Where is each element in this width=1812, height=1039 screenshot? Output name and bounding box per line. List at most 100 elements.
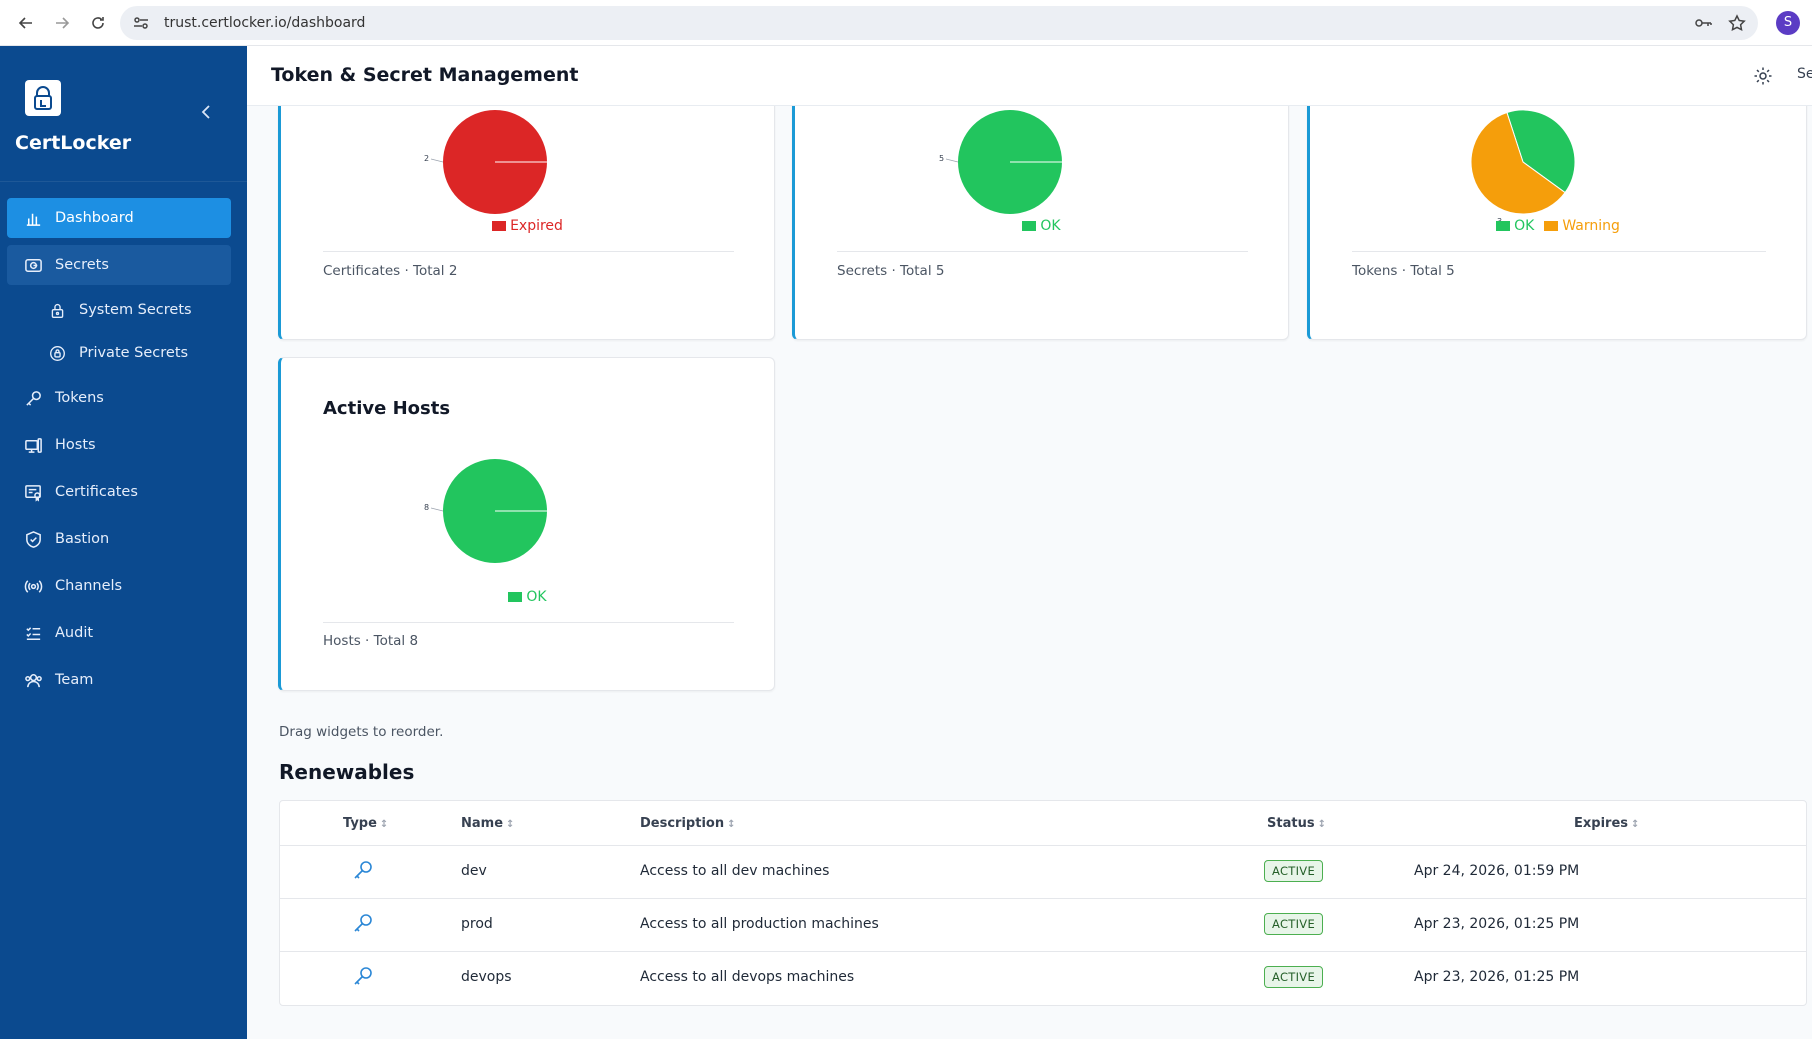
row-name: devops: [461, 969, 512, 985]
legend-swatch: [1496, 221, 1511, 231]
bar-chart-icon: [23, 208, 43, 228]
sidebar-item-label: Certificates: [55, 484, 138, 500]
card-divider: [1352, 251, 1766, 252]
sidebar-item-label: System Secrets: [79, 302, 192, 318]
table-header: Type ↕ Name ↕ Description ↕ Status ↕ Expires…: [280, 801, 1806, 846]
certificate-icon: [23, 482, 43, 502]
sidebar-item-label: Hosts: [55, 437, 96, 453]
legend-swatch: [508, 592, 523, 602]
sidebar-item-label: Audit: [55, 625, 94, 641]
table-row[interactable]: devops Access to all devops machines ACT…: [280, 952, 1806, 1005]
legend-item-ok[interactable]: OK: [1496, 218, 1534, 234]
sidebar-item-tokens[interactable]: Tokens: [7, 378, 231, 418]
legend-label: Warning: [1562, 218, 1620, 234]
certlocker-logo[interactable]: [25, 80, 61, 116]
reload-button[interactable]: [80, 5, 116, 41]
lock-logo-icon: [34, 86, 52, 110]
sidebar-item-label: Tokens: [55, 390, 104, 406]
url-text[interactable]: trust.certlocker.io/dashboard: [164, 14, 366, 31]
table-row[interactable]: dev Access to all dev machines ACTIVE Ap…: [280, 846, 1806, 899]
sidebar-item-bastion[interactable]: Bastion: [7, 519, 231, 559]
pie-chart: 2: [424, 110, 547, 214]
sidebar-item-label: Private Secrets: [79, 345, 189, 361]
sidebar-item-channels[interactable]: Channels: [7, 566, 231, 606]
widget-certificates[interactable]: 2 Expired Certificates · Total 2: [278, 106, 775, 340]
column-header-status[interactable]: Status ↕: [1267, 816, 1326, 831]
row-expires: Apr 23, 2026, 01:25 PM: [1414, 916, 1580, 932]
legend-swatch: [1022, 221, 1037, 231]
sort-icon[interactable]: ↕: [506, 819, 515, 830]
table-row[interactable]: prod Access to all production machines A…: [280, 899, 1806, 952]
sort-icon[interactable]: ↕: [1631, 819, 1640, 830]
widget-secrets[interactable]: 5 OK Secrets · Total 5: [792, 106, 1289, 340]
card-divider: [323, 251, 734, 252]
column-header-expires[interactable]: Expires ↕: [1574, 816, 1640, 831]
hosts-icon: [23, 435, 43, 455]
column-header-description[interactable]: Description ↕: [640, 816, 736, 831]
legend-item-warning[interactable]: Warning: [1544, 218, 1620, 234]
back-button[interactable]: [8, 5, 44, 41]
column-header-type[interactable]: Type ↕: [343, 816, 389, 831]
sidebar-item-audit[interactable]: Audit: [7, 613, 231, 653]
sidebar: CertLocker Dashboard Secrets System Secr…: [0, 46, 247, 1039]
drag-hint: Drag widgets to reorder.: [279, 724, 444, 740]
key-icon: [354, 861, 372, 879]
row-description: Access to all devops machines: [640, 969, 855, 985]
chart-legend: OK Warning: [1310, 218, 1806, 234]
broadcast-icon: [23, 576, 43, 596]
key-icon: [354, 967, 372, 985]
row-expires: Apr 24, 2026, 01:59 PM: [1414, 863, 1580, 879]
sidebar-item-secrets[interactable]: Secrets: [7, 245, 231, 285]
key-icon: [354, 914, 372, 932]
sidebar-item-label: Channels: [55, 578, 123, 594]
widget-tokens[interactable]: 3 OK Warning Tokens · Total 5: [1307, 106, 1807, 340]
renewables-title: Renewables: [279, 760, 415, 784]
app-header: Token & Secret Management Se: [247, 46, 1812, 106]
chart-legend: Expired: [281, 218, 774, 234]
row-expires: Apr 23, 2026, 01:25 PM: [1414, 969, 1580, 985]
sidebar-item-label: Dashboard: [55, 210, 134, 226]
row-name: dev: [461, 863, 487, 879]
bookmark-star-icon[interactable]: [1728, 13, 1746, 32]
widget-active-hosts[interactable]: Active Hosts 8 OK Hosts · Total 8: [278, 357, 775, 691]
widget-footer: Hosts · Total 8: [323, 633, 419, 649]
sidebar-item-label: Team: [55, 672, 94, 688]
row-name: prod: [461, 916, 493, 932]
sidebar-item-hosts[interactable]: Hosts: [7, 425, 231, 465]
shield-icon: [23, 529, 43, 549]
password-key-icon[interactable]: [1694, 14, 1712, 32]
column-header-name[interactable]: Name ↕: [461, 816, 515, 831]
legend-item-ok[interactable]: OK: [1022, 218, 1061, 234]
sort-icon[interactable]: ↕: [1317, 819, 1326, 830]
forward-button[interactable]: [44, 5, 80, 41]
profile-avatar[interactable]: S: [1776, 10, 1800, 35]
renewables-table: Type ↕ Name ↕ Description ↕ Status ↕ Expires…: [279, 800, 1807, 1006]
legend-label: OK: [1514, 218, 1535, 234]
main-content: 2 Expired Certificates · Total 2 5 OK Se…: [247, 106, 1812, 1039]
legend-item-ok[interactable]: OK: [508, 589, 547, 605]
sidebar-item-system-secrets[interactable]: System Secrets: [7, 292, 231, 328]
sort-icon[interactable]: ↕: [379, 819, 389, 830]
sidebar-item-dashboard[interactable]: Dashboard: [7, 198, 231, 238]
chart-legend: OK: [281, 589, 774, 605]
header-truncated-text[interactable]: Se: [1797, 66, 1812, 82]
site-settings-icon[interactable]: [132, 14, 150, 32]
sidebar-item-team[interactable]: Team: [7, 660, 231, 700]
address-bar[interactable]: trust.certlocker.io/dashboard: [120, 5, 1758, 40]
key-icon: [23, 388, 43, 408]
pie-slice-ok[interactable]: [1506, 109, 1576, 194]
gear-icon[interactable]: [1753, 66, 1773, 86]
collapse-sidebar-icon[interactable]: [196, 102, 216, 122]
sidebar-item-private-secrets[interactable]: Private Secrets: [7, 335, 231, 371]
pie-chart: 3: [1470, 109, 1576, 226]
card-divider: [323, 622, 734, 623]
widget-footer: Tokens · Total 5: [1352, 263, 1455, 279]
pie-slice-warning[interactable]: [1470, 111, 1566, 215]
arrow-right-icon: [56, 16, 70, 29]
pie-chart: 8: [424, 459, 547, 563]
legend-item-expired[interactable]: Expired: [492, 218, 563, 234]
brand: CertLocker: [0, 46, 247, 182]
legend-label: OK: [1040, 218, 1061, 234]
sort-icon[interactable]: ↕: [727, 819, 736, 830]
sidebar-item-certificates[interactable]: Certificates: [7, 472, 231, 512]
